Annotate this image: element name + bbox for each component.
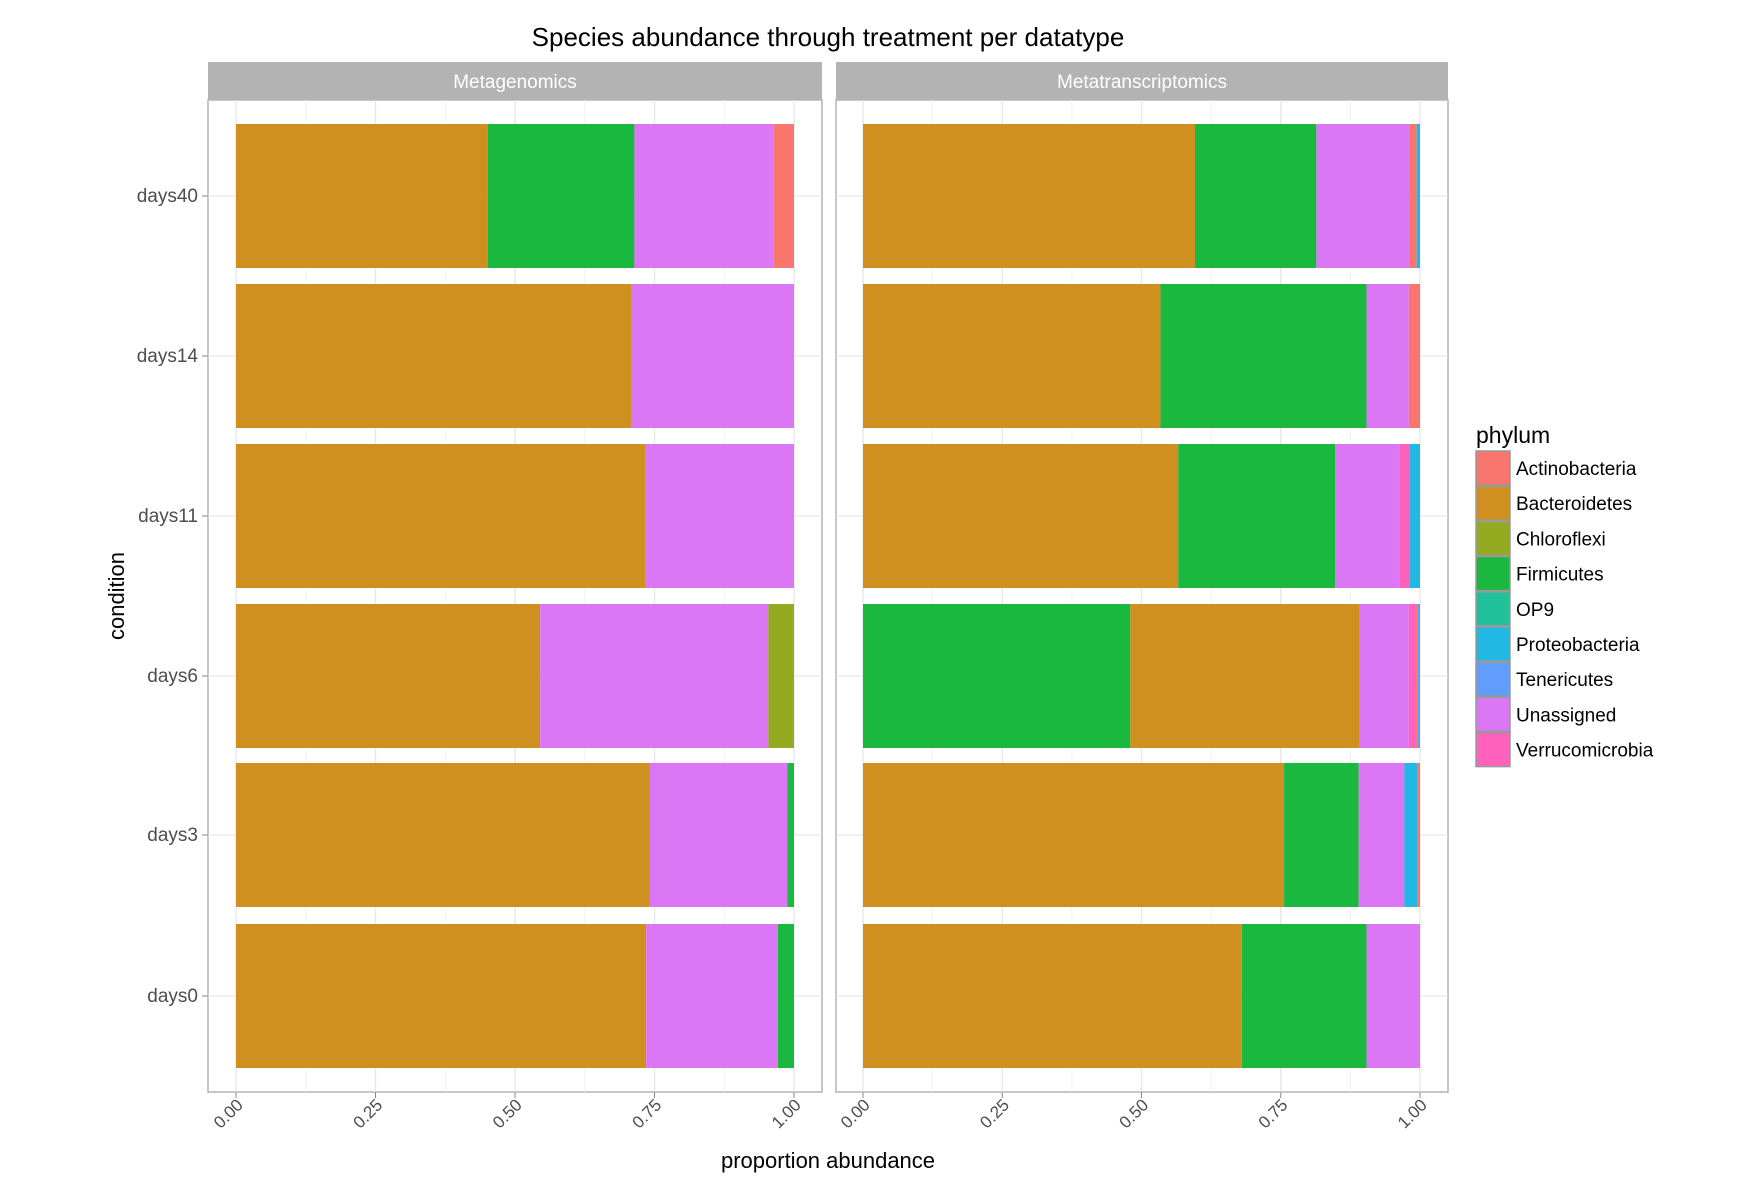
x-tick-label: 0.25 [976,1095,1013,1132]
bar-segment-firmicutes: days6 Firmicutes: 0.48 [863,604,1131,748]
bar-segment-unassigned: days3 Unassigned: 0.082 [1358,763,1405,907]
panels: Metagenomics 0.00 0.25 0.50 0.75 1.00 days40 B… [137,62,1449,1132]
bar-segment-verrucomicrobia: days11 Verrucomicrobia: 0.018 [1399,444,1410,588]
bar-segment-unassigned: days14 Unassigned: 0.291 [631,284,794,428]
bar-segment-bacteroidetes: days11 Bacteroidetes: 0.566 [863,444,1179,588]
x-tick-label: 1.00 [768,1095,805,1132]
legend-label: Chloroflexi [1516,529,1606,550]
x-tick-label: 0.75 [1255,1095,1292,1132]
legend-key-unassigned [1475,696,1511,733]
facet-strip [208,62,822,100]
legend-label: Verrucomicrobia [1516,741,1654,762]
x-axis-label: proportion abundance [721,1148,935,1173]
bar-segment-actinobacteria: days40 Actinobacteria: 0.036 [773,124,794,268]
bar-segment-unassigned: days40 Unassigned: 0.168 [1316,124,1410,268]
legend-label: Bacteroidetes [1516,494,1632,515]
bar-segment-bacteroidetes: days0 Bacteroidetes: 0.68 [863,924,1242,1068]
bar-segment-bacteroidetes: days40 Bacteroidetes: 0.596 [863,124,1195,268]
bar-segment-proteobacteria: days3 Proteobacteria: 0.024 [1404,763,1418,907]
legend-key-op9 [1475,591,1511,627]
y-axis-label: condition [104,552,129,640]
bar-segment-bacteroidetes: days40 Bacteroidetes: 0.451 [236,124,488,268]
bar-segment-bacteroidetes: days3 Bacteroidetes: 0.741 [236,763,650,907]
bar-segment-firmicutes: days3 Firmicutes: 0.012 [787,763,794,907]
bar-segment-firmicutes: days14 Firmicutes: 0.37 [1160,284,1367,428]
bar-segment-actinobacteria: days0 Actinobacteria: 0.002 [1418,924,1420,1068]
y-tick-label: days14 [137,346,199,367]
legend-key-proteobacteria [1475,626,1511,662]
bar-segment-unassigned: days3 Unassigned: 0.247 [649,763,788,907]
bar-segment-unassigned: days0 Unassigned: 0.094 [1366,924,1419,1068]
legend-label: Actinobacteria [1516,459,1637,480]
bar-segment-bacteroidetes: days0 Bacteroidetes: 0.735 [236,924,647,1068]
bar-segment-unassigned: days11 Unassigned: 0.267 [645,444,794,588]
bar-segment-firmicutes: days0 Firmicutes: 0.224 [1241,924,1367,1068]
bar-segment-bacteroidetes: days14 Bacteroidetes: 0.534 [863,284,1161,428]
panel-metatranscriptomics: Metatranscriptomics 0.00 0.25 0.50 0.75 1.00 d… [835,62,1449,1132]
bar-segment-bacteroidetes: days3 Bacteroidetes: 0.756 [863,763,1285,907]
bar-segment-actinobacteria: days14 Actinobacteria: 0.02 [1408,284,1420,428]
x-tick-label: 1.00 [1394,1095,1431,1132]
x-tick-label: 0.25 [349,1095,386,1132]
legend-key-tenericutes [1475,661,1511,697]
bar-segment-firmicutes: days11 Firmicutes: 0.282 [1178,444,1336,588]
bar-segment-unassigned: days6 Unassigned: 0.409 [540,604,769,748]
legend-label: Firmicutes [1516,565,1604,586]
facet-strip [836,62,1448,100]
chart-title: Species abundance through treatment per … [532,22,1125,52]
bar-segment-firmicutes: days40 Firmicutes: 0.263 [487,124,635,268]
bar-segment-proteobacteria: days11 Proteobacteria: 0.018 [1409,444,1420,588]
x-tick-label: 0.50 [489,1095,526,1132]
bar-segment-firmicutes: days3 Firmicutes: 0.134 [1284,763,1359,907]
y-tick-label: days40 [137,186,198,207]
bar-segment-bacteroidetes: days11 Bacteroidetes: 0.733 [236,444,646,588]
bar-segment-bacteroidetes: days14 Bacteroidetes: 0.709 [236,284,632,428]
x-tick-label: 0.00 [210,1095,247,1132]
y-tick-label: days0 [147,986,198,1007]
legend-key-firmicutes [1475,555,1511,592]
bar-segment-firmicutes: days40 Firmicutes: 0.218 [1194,124,1317,268]
facet-strip-label: Metatranscriptomics [1057,72,1227,93]
legend: phylum Actinobacteria Bacteroidetes Chlorof… [1475,422,1654,768]
x-tick-label: 0.75 [628,1095,665,1132]
legend-label: Unassigned [1516,705,1616,726]
facet-strip-label: Metagenomics [453,72,577,93]
legend-key-verrucomicrobia [1475,731,1511,768]
bar-segment-proteobacteria: days40 Proteobacteria: 0.006 [1416,124,1420,268]
y-tick-label: days6 [147,666,198,687]
panel-metagenomics: Metagenomics 0.00 0.25 0.50 0.75 1.00 days40 B… [207,62,823,1132]
bar-segment-unassigned: days6 Unassigned: 0.088 [1359,604,1409,748]
bar-segment-verrucomicrobia: days6 Verrucomicrobia: 0.012 [1408,604,1416,748]
bar-segment-actinobacteria: days3 Actinobacteria: 0.004 [1417,763,1420,907]
legend-label: Tenericutes [1516,670,1613,691]
x-tick-label: 0.50 [1115,1095,1152,1132]
bar-segment-bacteroidetes: days6 Bacteroidetes: 0.545 [236,604,541,748]
bar-segment-unassigned: days14 Unassigned: 0.076 [1366,284,1409,428]
legend-label: OP9 [1516,600,1554,621]
bar-segment-unassigned: days0 Unassigned: 0.236 [646,924,778,1068]
bar-segment-unassigned: days40 Unassigned: 0.25 [634,124,774,268]
bar-segment-firmicutes: days0 Firmicutes: 0.029 [777,924,794,1068]
bar-segment-actinobacteria: days40 Actinobacteria: 0.012 [1409,124,1417,268]
bar-segment-bacteroidetes: days6 Bacteroidetes: 0.412 [1130,604,1360,748]
bar-segment-chloroflexi: days6 Chloroflexi: 0.046 [768,604,794,748]
x-tick-label: 0.00 [837,1095,874,1132]
bar-segment-actinobacteria: days6 Actinobacteria: 0.003 [1415,604,1418,748]
legend-key-bacteroidetes [1475,485,1511,521]
bar-segment-unassigned: days11 Unassigned: 0.116 [1335,444,1400,588]
legend-title: phylum [1476,422,1550,448]
y-tick-label: days3 [147,825,198,846]
legend-key-actinobacteria [1475,450,1511,486]
legend-key-chloroflexi [1475,520,1511,557]
legend-label: Proteobacteria [1516,635,1640,656]
y-tick-label: days11 [138,506,198,527]
bar-segment-tenericutes: days6 Tenericutes: 0.005 [1417,604,1420,748]
